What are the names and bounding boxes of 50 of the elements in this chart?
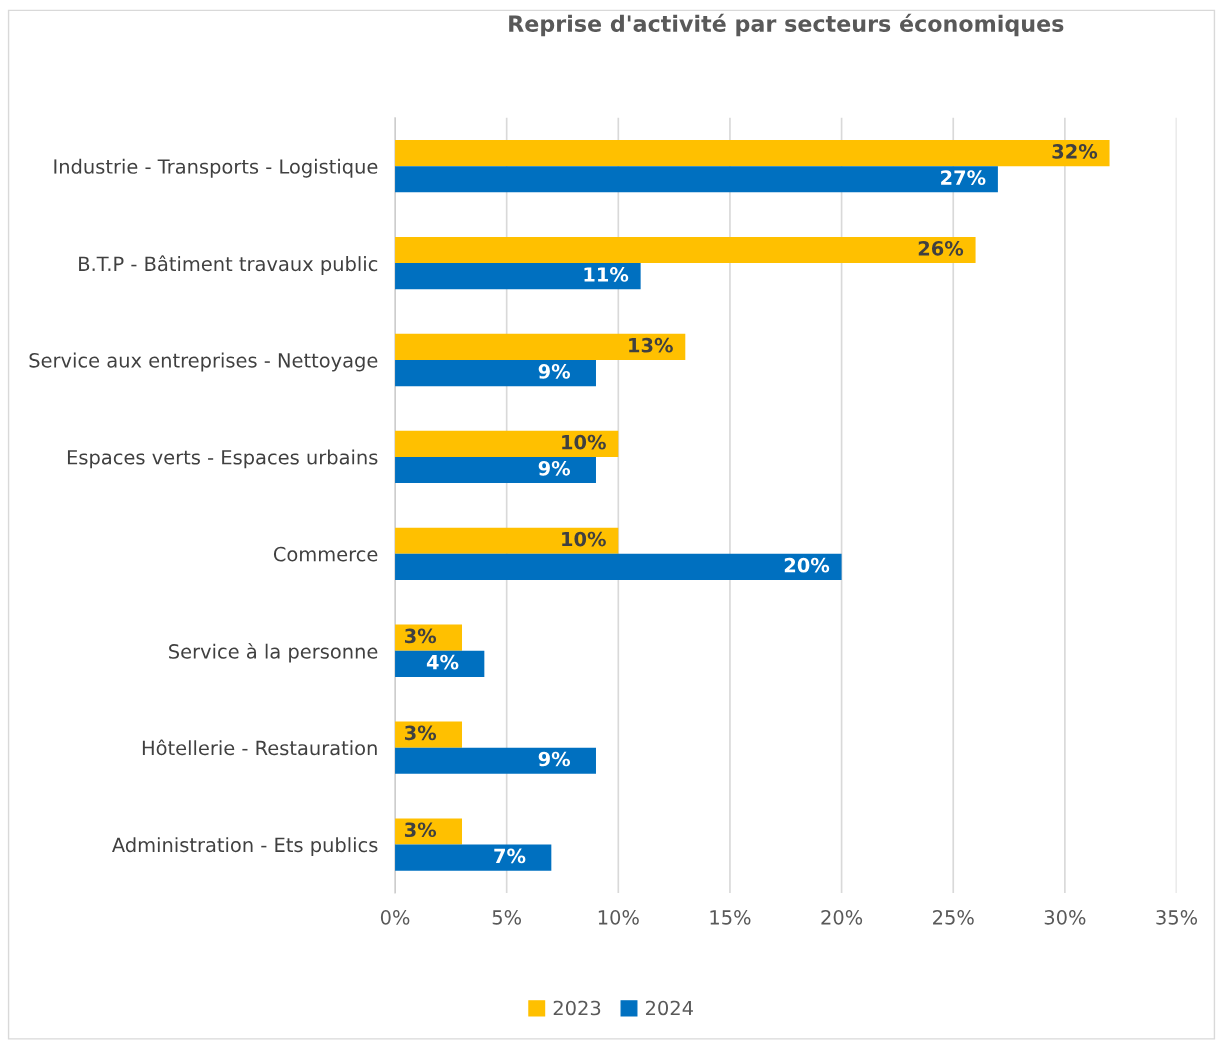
bar: [395, 844, 552, 871]
x-tick-label: 5%: [492, 910, 522, 925]
bar: [395, 553, 842, 580]
data-label: 3%: [404, 628, 437, 644]
data-label: 20%: [784, 557, 830, 573]
data-label: 32%: [1052, 144, 1098, 159]
x-tick-label: 0%: [380, 910, 410, 925]
bar: [395, 650, 485, 677]
legend-label: 2023: [553, 1000, 601, 1016]
data-label: 7%: [494, 848, 526, 864]
bar: [395, 721, 463, 748]
x-tick-label: 30%: [1044, 910, 1086, 925]
x-tick-label: 35%: [1156, 910, 1198, 925]
data-label: 3%: [404, 725, 437, 741]
chart-title: Reprise d'activité par secteurs économiques: [509, 13, 1064, 37]
data-label: 11%: [584, 267, 629, 282]
y-tick-label: B.T.P - Bâtiment travaux public: [79, 255, 378, 275]
x-tick-label: 25%: [933, 910, 974, 925]
bar: [395, 263, 641, 290]
bar: [395, 818, 463, 845]
data-label: 26%: [918, 240, 964, 256]
y-tick-label: Service aux entreprises - Nettoyage: [29, 352, 378, 372]
bar: [395, 140, 1110, 167]
y-tick-label: Commerce: [273, 546, 378, 562]
bar: [395, 236, 976, 264]
bar: [395, 430, 619, 457]
data-label: 13%: [629, 337, 673, 353]
data-label: 4%: [426, 654, 459, 670]
bar: [395, 747, 596, 774]
bar: [395, 166, 998, 193]
y-tick-label: Service à la personne: [169, 642, 378, 663]
data-label: 10%: [562, 434, 606, 450]
data-label: 27%: [941, 170, 986, 185]
data-label: 9%: [538, 751, 571, 767]
bar: [395, 527, 619, 554]
x-tick-label: 15%: [710, 910, 751, 925]
data-label: 10%: [562, 531, 606, 547]
x-tick-label: 20%: [821, 910, 863, 925]
data-label: 3%: [404, 822, 437, 838]
y-tick-label: Administration - Ets publics: [112, 837, 378, 856]
data-label: 9%: [538, 364, 571, 379]
data-label: 9%: [538, 460, 571, 476]
y-tick-label: Espaces verts - Espaces urbains: [67, 449, 378, 469]
bar: [395, 360, 596, 387]
x-tick-label: 10%: [598, 910, 639, 925]
bar: [395, 333, 686, 361]
y-tick-label: Hôtellerie - Restauration: [142, 739, 377, 756]
bar: [395, 456, 596, 484]
legend-label: 2024: [645, 1000, 693, 1016]
y-tick-label: Industrie - Transports - Logistique: [54, 158, 378, 178]
